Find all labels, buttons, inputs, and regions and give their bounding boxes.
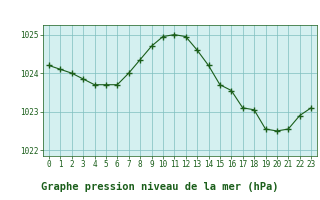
Text: Graphe pression niveau de la mer (hPa): Graphe pression niveau de la mer (hPa) — [41, 182, 279, 192]
